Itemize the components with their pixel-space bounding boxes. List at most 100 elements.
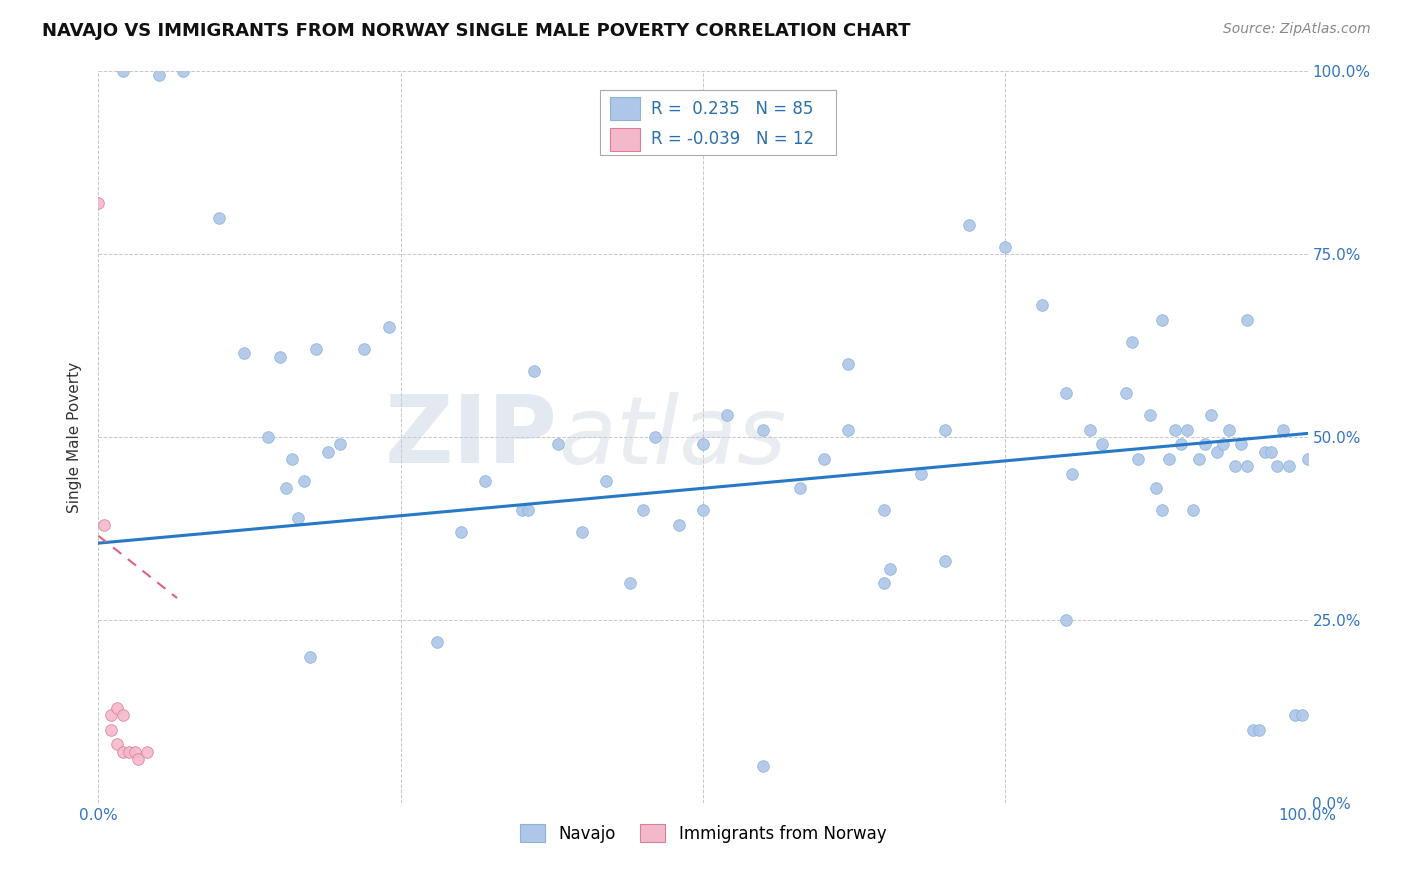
Point (377, 320, 399, 334)
Point (510, 503, 533, 517)
Point (93, 517, 115, 532)
Point (1199, 408, 1222, 422)
Text: atlas: atlas (558, 392, 786, 483)
Point (619, 576, 641, 591)
Point (1291, 708, 1313, 723)
Y-axis label: Single Male Poverty: Single Male Poverty (67, 361, 83, 513)
FancyBboxPatch shape (610, 128, 640, 151)
Point (450, 525, 472, 540)
Point (105, 700, 128, 714)
Point (1091, 437, 1114, 451)
Point (353, 343, 375, 357)
Point (994, 240, 1017, 254)
Point (1121, 334, 1143, 349)
Point (1152, 313, 1174, 327)
Point (305, 343, 328, 357)
Point (873, 503, 896, 517)
Point (1236, 313, 1258, 327)
FancyBboxPatch shape (600, 90, 837, 155)
Point (1284, 708, 1306, 723)
Point (692, 437, 714, 451)
Point (644, 430, 666, 444)
Point (287, 510, 309, 524)
Point (837, 423, 859, 437)
Point (1078, 423, 1101, 437)
Point (716, 408, 738, 422)
Point (1115, 386, 1137, 401)
Point (547, 437, 569, 451)
Point (910, 467, 932, 481)
Text: Source: ZipAtlas.com: Source: ZipAtlas.com (1223, 22, 1371, 37)
Point (426, 635, 449, 649)
Point (172, 64, 194, 78)
Point (148, 68, 170, 82)
Point (571, 525, 593, 540)
Point (1212, 437, 1234, 451)
Point (256, 430, 278, 444)
Point (873, 576, 896, 591)
Point (837, 357, 859, 371)
Point (1163, 423, 1185, 437)
Point (292, 474, 315, 488)
Text: ZIP: ZIP (385, 391, 558, 483)
Point (1188, 452, 1211, 467)
Point (232, 346, 254, 360)
Point (752, 759, 775, 773)
Point (1054, 386, 1077, 401)
Point (1260, 444, 1282, 458)
Text: NAVAJO VS IMMIGRANTS FROM NORWAY SINGLE MALE POVERTY CORRELATION CHART: NAVAJO VS IMMIGRANTS FROM NORWAY SINGLE … (42, 22, 911, 40)
Point (1296, 452, 1319, 467)
Point (1206, 444, 1229, 458)
Point (100, 708, 122, 723)
Point (269, 350, 291, 364)
Text: R = -0.039   N = 12: R = -0.039 N = 12 (651, 130, 814, 148)
Point (1060, 467, 1083, 481)
Legend: Navajo, Immigrants from Norway: Navajo, Immigrants from Norway (513, 818, 893, 849)
Point (1170, 437, 1192, 451)
Point (1128, 452, 1150, 467)
Point (100, 723, 122, 737)
Point (1218, 423, 1240, 437)
Point (127, 752, 149, 766)
Point (118, 745, 141, 759)
Point (1146, 481, 1168, 495)
Point (1278, 459, 1301, 474)
Text: R =  0.235   N = 85: R = 0.235 N = 85 (651, 100, 814, 118)
Point (1249, 723, 1271, 737)
Point (1054, 613, 1077, 627)
Point (111, 708, 134, 723)
Point (329, 437, 352, 451)
Point (1175, 423, 1198, 437)
Point (299, 649, 322, 664)
Point (752, 423, 775, 437)
Point (1267, 459, 1289, 474)
Point (631, 503, 654, 517)
Point (274, 481, 297, 495)
Point (1152, 503, 1174, 517)
Point (692, 503, 714, 517)
Point (105, 737, 128, 751)
Point (813, 452, 835, 467)
Point (316, 444, 339, 458)
Point (474, 474, 496, 488)
Point (668, 517, 690, 532)
Point (1223, 459, 1246, 474)
Point (281, 452, 304, 467)
Point (957, 218, 980, 232)
Point (1272, 423, 1295, 437)
Point (516, 503, 538, 517)
Point (111, 64, 134, 78)
Point (135, 745, 157, 759)
Point (1157, 452, 1180, 467)
Point (595, 474, 617, 488)
Point (1031, 298, 1053, 312)
Point (1236, 459, 1258, 474)
Point (1181, 503, 1204, 517)
Point (1241, 723, 1264, 737)
Point (1230, 437, 1253, 451)
Point (1254, 444, 1277, 458)
Point (934, 423, 956, 437)
Point (1139, 408, 1161, 422)
Point (111, 745, 134, 759)
Point (934, 554, 956, 568)
